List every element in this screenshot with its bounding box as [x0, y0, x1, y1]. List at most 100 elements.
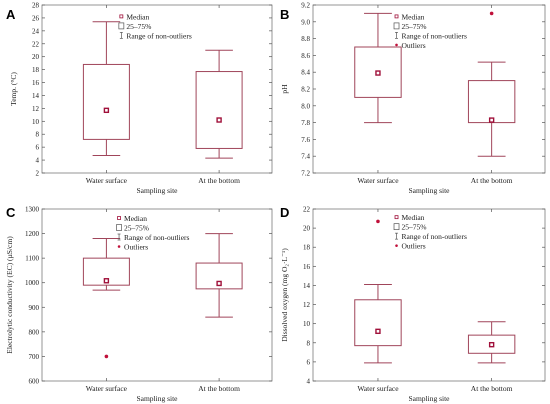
median-marker [488, 341, 495, 348]
y-tick-label: 14 [32, 92, 40, 100]
outlier-point [104, 354, 109, 359]
median-marker [488, 117, 495, 123]
iqr-box [195, 71, 243, 149]
y-tick-label: 12 [303, 301, 311, 309]
y-tick-label: 8.2 [301, 86, 310, 94]
box-water-surface [82, 237, 130, 359]
y-tick-label: 9.2 [301, 2, 310, 10]
legend-item-box: 25–75% [116, 224, 149, 233]
legend-label: Median [402, 213, 425, 222]
y-tick-label: 24 [32, 27, 40, 35]
panel-letter: A [6, 7, 16, 22]
box-at-the-bottom [195, 49, 243, 159]
x-category-label: At the bottom [471, 384, 513, 393]
median-marker [375, 328, 381, 335]
x-axis-title: Sampling site [136, 186, 178, 195]
outlier-point [376, 219, 380, 224]
y-tick-label: 4 [307, 378, 311, 386]
y-tick-label: 26 [32, 14, 40, 22]
y-tick-label: 7.6 [301, 136, 310, 144]
y-tick-label: 16 [303, 263, 311, 271]
x-category-label: Water surface [357, 176, 399, 185]
legend-item-range: Range of non-outliers [395, 31, 467, 40]
legend-item-range: Range of non-outliers [117, 233, 190, 242]
x-axis-title: Sampling site [408, 394, 450, 403]
plot-frame [312, 208, 546, 382]
legend-median-icon [394, 215, 399, 220]
y-tick-label: 8 [307, 339, 311, 347]
legend-label: Median [402, 12, 425, 21]
x-category-label: Water surface [86, 176, 128, 185]
legend-label: Median [126, 12, 149, 21]
median-marker [375, 70, 381, 76]
legend-label: Outliers [124, 243, 148, 252]
y-tick-label: 6 [36, 144, 40, 152]
legend-outlier-icon [395, 43, 398, 47]
y-tick-label: 800 [29, 328, 40, 336]
legend-item-box: 25–75% [393, 22, 427, 31]
y-tick-label: 10 [32, 118, 40, 126]
box-water-surface [354, 12, 402, 124]
outlier-point [489, 11, 494, 16]
iqr-box [354, 299, 402, 347]
y-tick-label: 7.4 [301, 153, 310, 161]
legend-label: 25–75% [402, 223, 427, 232]
legend-box-icon [118, 22, 125, 30]
legend-label: Outliers [402, 242, 426, 251]
y-axis-title: Temp. (°C) [9, 72, 18, 106]
chart-panel-b: B 7.2 7.4 7.6 7.8 8.0 8.2 8.4 8.6 8.8 9.0 9.2 Water … [280, 2, 546, 195]
y-axis-title: Dissolved oxygen (mg O₂·L⁻¹) [280, 248, 289, 342]
median-marker [216, 280, 222, 287]
y-tick-label: 8.0 [301, 102, 310, 110]
box-at-the-bottom [195, 233, 243, 318]
x-axis-title: Sampling site [136, 394, 178, 403]
legend-item-box: 25–75% [393, 223, 427, 232]
y-tick-label: 10 [303, 320, 311, 328]
plot-frame [41, 4, 273, 174]
x-category-label: Water surface [86, 384, 128, 393]
y-tick-label: 600 [29, 378, 40, 386]
y-tick-label: 20 [303, 225, 311, 233]
box-at-the-bottom [467, 11, 516, 157]
legend-label: 25–75% [402, 22, 427, 31]
plot-frame [41, 208, 273, 382]
x-axis-title: Sampling site [408, 186, 450, 195]
legend-item-median: Median [119, 12, 150, 21]
legend-median-icon [117, 216, 121, 220]
x-category-label: At the bottom [198, 384, 240, 393]
y-axis-title: Electrolytic conductivity (EC) (µS/cm) [5, 236, 14, 354]
y-tick-label: 9.0 [301, 18, 310, 26]
legend-outlier-icon [117, 245, 121, 248]
y-tick-label: 8.8 [301, 35, 310, 43]
legend-item-median: Median [394, 12, 425, 21]
legend-label: 25–75% [124, 224, 149, 233]
box-at-the-bottom [467, 321, 516, 364]
box-water-surface [82, 21, 130, 157]
panel-letter: C [6, 205, 16, 220]
legend-label: Median [124, 214, 147, 223]
y-tick-label: 1100 [25, 255, 39, 263]
legend-label: Outliers [402, 41, 426, 50]
y-tick-label: 6 [307, 358, 311, 366]
legend-item-outliers: Outliers [395, 242, 426, 251]
y-tick-label: 14 [303, 282, 311, 290]
y-tick-label: 12 [32, 105, 40, 113]
y-tick-label: 2 [36, 170, 40, 178]
x-category-label: Water surface [357, 384, 399, 393]
y-tick-label: 22 [32, 40, 40, 48]
y-tick-label: 8.4 [301, 69, 310, 77]
x-category-label: At the bottom [198, 176, 240, 185]
iqr-box [82, 63, 130, 140]
x-category-label: At the bottom [471, 176, 513, 185]
panel-letter: D [280, 205, 289, 220]
iqr-box [467, 80, 516, 124]
y-tick-label: 18 [303, 244, 311, 252]
chart-panel-d: D 4 6 8 10 12 14 16 18 20 22 Water surface At the bo… [280, 205, 546, 403]
legend-box-icon [393, 22, 400, 30]
legend-item-outliers: Outliers [117, 243, 148, 252]
y-tick-label: 7.2 [301, 170, 310, 178]
legend-label: Range of non-outliers [402, 31, 467, 40]
